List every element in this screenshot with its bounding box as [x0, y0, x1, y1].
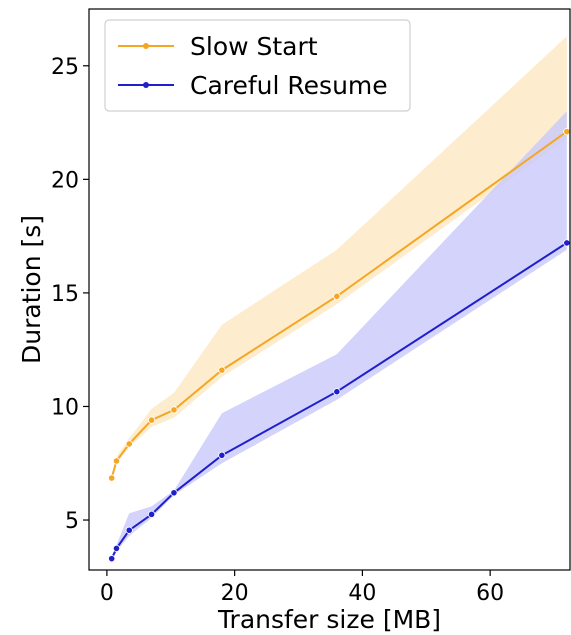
legend-label-slow-start: Slow Start [190, 32, 318, 61]
legend-marker-careful-resume [143, 82, 149, 88]
y-tick-label: 25 [51, 55, 79, 80]
slow-start-point [170, 406, 178, 414]
x-tick-label: 20 [221, 581, 249, 606]
legend: Slow Start Careful Resume [104, 19, 411, 112]
slow-start-point [148, 416, 156, 424]
slow-start-point [125, 440, 133, 448]
legend-marker-slow-start [143, 43, 149, 49]
careful-resume-point [170, 489, 178, 497]
y-tick-label: 5 [65, 509, 79, 534]
x-tick-label: 60 [476, 581, 504, 606]
careful-resume-band [111, 111, 567, 561]
careful-resume-point [148, 510, 156, 518]
careful-resume-line [110, 242, 568, 560]
careful-resume-point [218, 451, 226, 459]
careful-resume-point [112, 544, 121, 553]
y-tick-label: 20 [51, 168, 79, 193]
legend-box [104, 19, 411, 112]
careful-resume-point [333, 388, 341, 396]
legend-label-careful-resume: Careful Resume [190, 71, 388, 100]
x-axis-label: Transfer size [MB] [217, 605, 441, 634]
slow-start-point [108, 474, 116, 482]
y-tick-label: 15 [51, 282, 79, 307]
careful-resume-point [125, 526, 133, 534]
x-tick-label: 0 [100, 581, 114, 606]
slow-start-point [218, 366, 226, 374]
slow-start-point [333, 292, 341, 300]
y-axis-label: Duration [s] [17, 215, 46, 364]
axes-frame [88, 8, 571, 571]
careful-resume-point [108, 555, 116, 563]
careful-resume-point [563, 239, 571, 247]
y-axis-ticks: 5 10 15 20 25 [51, 55, 89, 534]
slow-start-point [112, 457, 121, 465]
y-tick-label: 10 [51, 395, 79, 420]
x-axis-ticks: 0 20 40 60 [100, 570, 504, 606]
slow-start-point [563, 128, 571, 136]
series-points [108, 128, 571, 563]
x-tick-label: 40 [348, 581, 376, 606]
